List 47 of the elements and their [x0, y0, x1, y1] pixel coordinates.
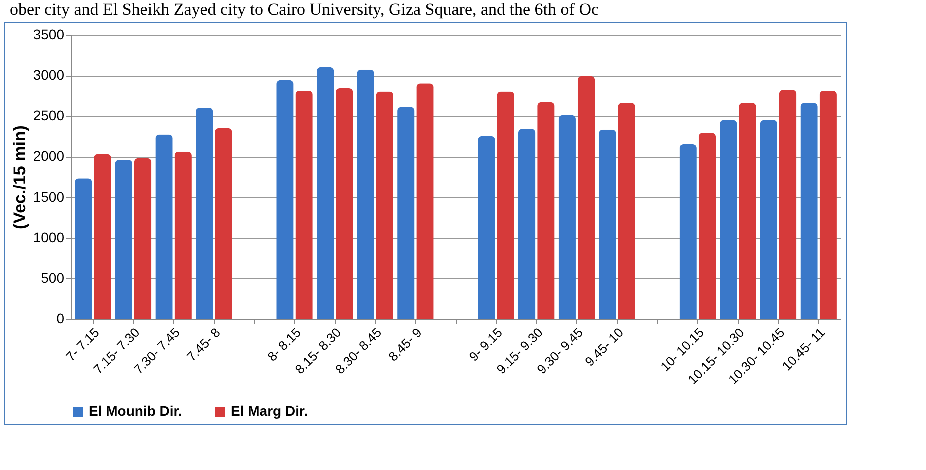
- bar: [558, 115, 576, 319]
- y-axis-title: (Vec./15 min): [10, 126, 30, 230]
- bar: [336, 88, 354, 319]
- bar: [398, 107, 415, 319]
- bar: [94, 154, 112, 319]
- bar: [739, 103, 756, 319]
- bar: [800, 103, 818, 319]
- bar: [497, 92, 514, 319]
- y-tick-label: 1000: [33, 229, 65, 246]
- bar: [618, 103, 636, 319]
- bar: [75, 178, 92, 319]
- bar: [779, 90, 797, 319]
- bar: [478, 136, 496, 319]
- y-tick-label: 500: [41, 270, 65, 286]
- x-tick-label: 7.45- 8: [184, 325, 224, 364]
- bar: [115, 160, 133, 319]
- x-tick-label: 9.45- 10: [582, 325, 626, 370]
- text: ober city and El Sheikh Zayed city to Cairo University, Giza Square, and the 6th of Oc: [10, 0, 600, 20]
- bar: [134, 158, 152, 319]
- bar: [820, 90, 837, 319]
- bar: [518, 129, 536, 319]
- y-tick-label: 1500: [33, 188, 65, 205]
- bar: [698, 133, 716, 319]
- bar: [196, 108, 214, 319]
- bar: [416, 84, 434, 319]
- y-tick-label: 3000: [33, 67, 65, 84]
- bar: [760, 120, 778, 319]
- y-tick-label: 3500: [33, 26, 65, 42]
- legend-label: El Mounib Dir.: [89, 403, 182, 419]
- bar: [599, 130, 616, 319]
- bar: [174, 152, 192, 319]
- bar: [316, 67, 334, 319]
- x-tick-label: 7- 7.15: [63, 325, 102, 364]
- y-tick-label: 0: [56, 310, 65, 326]
- bar: [720, 120, 738, 319]
- bar: [376, 92, 394, 319]
- bar: [357, 70, 374, 319]
- bar: [538, 102, 555, 319]
- y-tick-label: 2000: [33, 148, 65, 164]
- y-tick-label: 2500: [33, 108, 65, 124]
- bar: [296, 90, 313, 319]
- legend-label: El Marg Dir.: [231, 403, 308, 419]
- bar: [215, 128, 232, 319]
- bar: [276, 80, 294, 319]
- bar: [578, 76, 596, 319]
- bar: [680, 144, 697, 319]
- bar: [156, 134, 173, 319]
